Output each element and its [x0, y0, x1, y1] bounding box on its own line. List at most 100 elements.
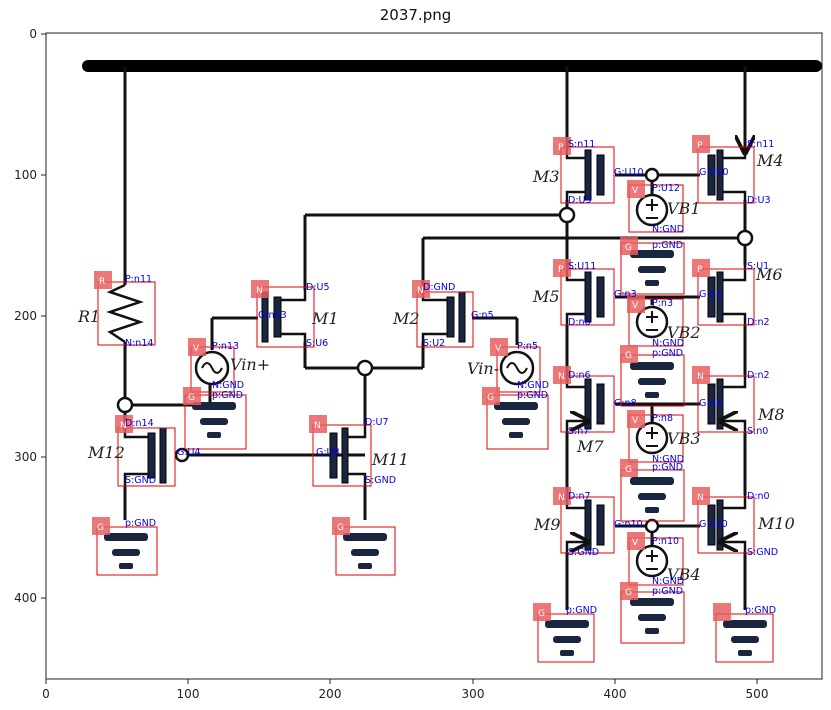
pin-label: S:n11	[747, 139, 774, 150]
pin-label: G:n3	[699, 289, 722, 300]
pin-label: D:n6	[568, 317, 591, 328]
pin-label: D:n0	[747, 491, 770, 502]
pin-label: P:U12	[652, 183, 680, 194]
label-r1: R1	[77, 307, 100, 326]
pin-label: D:U3	[747, 195, 771, 206]
pin-label: G:n8	[614, 398, 637, 409]
pin-label: N:GND	[212, 380, 244, 391]
pin-label: G:n8	[699, 398, 722, 409]
tag-letter: G	[487, 393, 494, 403]
pin-label: P:n10	[652, 536, 679, 547]
source-glyphs	[201, 199, 658, 570]
pin-label: N:GND	[652, 338, 684, 349]
tag-letter: N	[256, 286, 263, 296]
tag-letter: G	[625, 243, 632, 253]
pin-label: p:GND	[212, 390, 243, 401]
pin-label: P:n11	[125, 274, 152, 285]
pin-label: p:GND	[566, 605, 597, 616]
pin-label: p:GND	[125, 518, 156, 529]
tag-letter: N	[697, 372, 704, 382]
label-vin-minus: Vin-	[467, 359, 499, 378]
tag-letter: P	[697, 141, 703, 151]
pin-label: G:n10	[614, 519, 643, 530]
ground-symbols	[104, 250, 767, 656]
label-m4: M4	[756, 151, 784, 170]
pin-label: D:n6	[568, 370, 591, 381]
tag-letter: V	[632, 301, 639, 311]
tag-letter: N	[417, 286, 424, 296]
pin-label: P:n8	[652, 413, 673, 424]
pin-label: N:GND	[652, 454, 684, 465]
label-vb2: VB2	[667, 323, 701, 342]
y-tick-label: 100	[14, 168, 37, 182]
pin-label: S:U6	[306, 338, 328, 349]
label-m8: M8	[757, 405, 785, 424]
pin-label: G:U4	[177, 447, 201, 458]
label-vb1: VB1	[667, 199, 701, 218]
pin-label: N:n14	[125, 338, 153, 349]
pin-label: G:n13	[258, 310, 287, 321]
pin-label: D:n7	[568, 491, 591, 502]
component-labels: M3 M4 M5 M6 M7 M8 M9 M10 M1 M2 M11 M12 R…	[77, 151, 795, 584]
plot-frame	[45, 32, 823, 680]
pin-labels: S:n11 G:U10 D:U9 S:n11 G:U10 D:U3 P:U12 …	[125, 139, 778, 616]
label-m1: M1	[311, 309, 339, 328]
pin-label: p:GND	[652, 462, 683, 473]
tag-letter: V	[495, 344, 502, 354]
y-tick-label: 200	[14, 309, 37, 323]
label-m11: M11	[371, 450, 409, 469]
label-vb4: VB4	[667, 565, 701, 584]
label-vb3: VB3	[667, 429, 701, 448]
label-m9: M9	[533, 515, 561, 534]
pin-label: S:U2	[423, 338, 445, 349]
pin-label: N:GND	[517, 380, 549, 391]
pin-label: D:U7	[365, 417, 389, 428]
pin-label: S:GND	[568, 547, 599, 558]
x-tick-label: 300	[462, 687, 485, 701]
pin-label: p:GND	[517, 390, 548, 401]
pin-label: G:n5	[471, 310, 494, 321]
pin-label: S:n0	[747, 426, 768, 437]
pin-label: p:GND	[652, 348, 683, 359]
junctions	[116, 167, 754, 534]
pin-label: N:GND	[652, 224, 684, 235]
tag-letter: G	[625, 351, 632, 361]
tag-letter: V	[632, 186, 639, 196]
pin-label: D:n2	[747, 370, 770, 381]
pin-label: G:U10	[699, 167, 729, 178]
pin-label: N:GND	[652, 576, 684, 587]
tag-letter: G	[625, 465, 632, 475]
x-tick-label: 400	[604, 687, 627, 701]
x-tick-label: 0	[42, 687, 50, 701]
x-tick-label: 500	[746, 687, 769, 701]
tag-squares	[92, 135, 731, 621]
pin-label: S:GND	[125, 475, 156, 486]
tag-letter: P	[558, 143, 564, 153]
label-m3: M3	[532, 167, 560, 186]
annotation-boxes	[96, 146, 774, 663]
pin-label: p:GND	[652, 240, 683, 251]
pin-label: D:GND	[423, 282, 455, 293]
x-axis: 0 100 200 300 400 500	[42, 679, 768, 701]
label-m2: M2	[392, 309, 420, 328]
tag-letters: P P P P N N N N N N N N R V V V V V V G …	[97, 141, 704, 619]
label-m5: M5	[532, 287, 560, 306]
y-tick-label: 0	[29, 27, 37, 41]
label-vin-plus: Vin+	[230, 355, 270, 374]
label-m6: M6	[755, 265, 783, 284]
pin-label: p:GND	[745, 605, 776, 616]
tag-letter: V	[193, 344, 200, 354]
pin-label: S:n11	[568, 139, 595, 150]
tag-letter: G	[337, 523, 344, 533]
label-m7: M7	[576, 437, 604, 456]
resistor-r1	[106, 283, 144, 344]
label-m12: M12	[87, 443, 125, 462]
pin-label: P:n3	[652, 298, 673, 309]
tag-letter: G	[188, 393, 195, 403]
pin-label: P:n13	[212, 341, 239, 352]
pin-label: D:n2	[747, 317, 770, 328]
x-tick-label: 100	[177, 687, 200, 701]
pin-label: S:U1	[747, 261, 769, 272]
tag-letter: V	[632, 416, 639, 426]
